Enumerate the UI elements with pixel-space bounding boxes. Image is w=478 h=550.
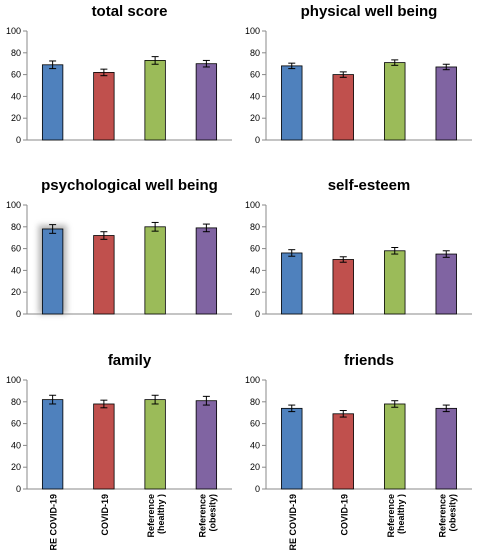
y-tick-label: 60 xyxy=(11,70,21,80)
bar xyxy=(144,226,166,315)
chart-panel-5: friends 0 20 40 60 80 100 PRE COVID-19 COVID-19 R… xyxy=(245,352,472,550)
bar xyxy=(435,66,457,141)
y-tick-label: 100 xyxy=(6,26,21,36)
y-tick-label: 60 xyxy=(11,419,21,429)
y-tick-label: 40 xyxy=(11,440,21,450)
y-tick-label: 0 xyxy=(16,309,21,319)
y-tick-label: 60 xyxy=(250,70,260,80)
category-label: PRE COVID-19 xyxy=(49,494,59,550)
category-label: Reference(obesity) xyxy=(437,494,457,538)
y-tick-label: 20 xyxy=(11,113,21,123)
bar xyxy=(435,407,457,490)
bar xyxy=(195,227,218,315)
y-tick-label: 100 xyxy=(6,375,21,385)
bar xyxy=(384,403,406,490)
chart-title: psychological well being xyxy=(41,177,218,194)
bar xyxy=(281,252,303,315)
y-tick-label: 20 xyxy=(11,287,21,297)
y-tick-label: 80 xyxy=(11,48,21,58)
y-tick-label: 60 xyxy=(250,244,260,254)
chart-title: friends xyxy=(344,352,394,369)
bar xyxy=(41,64,64,141)
y-tick-label: 0 xyxy=(16,484,21,494)
y-tick-label: 80 xyxy=(250,397,260,407)
y-tick-label: 100 xyxy=(245,26,260,36)
chart-panel-3: self-esteem 0 20 40 60 80 100 xyxy=(245,177,472,319)
bar xyxy=(332,74,354,141)
y-tick-label: 80 xyxy=(250,48,260,58)
bar xyxy=(384,250,406,315)
y-tick-label: 40 xyxy=(250,265,260,275)
chart-title: self-esteem xyxy=(328,177,411,194)
y-tick-label: 100 xyxy=(6,200,21,210)
bar xyxy=(93,72,115,141)
y-tick-label: 60 xyxy=(11,244,21,254)
bar xyxy=(332,413,354,490)
bar xyxy=(195,63,218,141)
y-tick-label: 0 xyxy=(255,309,260,319)
category-label: PRE COVID-19 xyxy=(288,494,298,550)
chart-panel-0: total score 0 20 40 60 80 100 xyxy=(6,3,232,145)
chart-title: total score xyxy=(92,3,168,20)
y-tick-label: 20 xyxy=(250,462,260,472)
y-tick-label: 0 xyxy=(255,135,260,145)
bar xyxy=(41,399,64,490)
category-label: Reference(healthy ) xyxy=(386,494,406,538)
bar xyxy=(41,228,64,315)
bar xyxy=(384,62,406,141)
y-tick-label: 20 xyxy=(250,287,260,297)
bar xyxy=(281,65,303,141)
y-tick-label: 40 xyxy=(250,91,260,101)
chart-panel-2: psychological well being 0 20 40 60 80 100 xyxy=(6,177,232,319)
y-tick-label: 40 xyxy=(250,440,260,450)
category-label: COVID-19 xyxy=(100,494,110,536)
y-tick-label: 100 xyxy=(245,375,260,385)
y-tick-label: 80 xyxy=(250,222,260,232)
y-tick-label: 80 xyxy=(11,222,21,232)
y-tick-label: 40 xyxy=(11,265,21,275)
y-tick-label: 100 xyxy=(245,200,260,210)
y-tick-label: 0 xyxy=(255,484,260,494)
chart-title: family xyxy=(108,352,152,369)
y-tick-label: 0 xyxy=(16,135,21,145)
bar xyxy=(93,403,115,490)
y-tick-label: 60 xyxy=(250,419,260,429)
y-tick-label: 20 xyxy=(11,462,21,472)
bar xyxy=(435,253,457,315)
chart-panel-1: physical well being 0 20 40 60 80 100 xyxy=(245,3,472,145)
y-tick-label: 20 xyxy=(250,113,260,123)
bar xyxy=(93,235,115,315)
bar xyxy=(144,60,166,141)
bar xyxy=(281,407,303,490)
category-label: Reference(obesity) xyxy=(197,494,217,538)
y-tick-label: 80 xyxy=(11,397,21,407)
bar xyxy=(144,399,166,490)
chart-panel-4: family 0 20 40 60 80 100 PRE COVID-19 COVID-19 Re… xyxy=(6,352,232,550)
y-tick-label: 40 xyxy=(11,91,21,101)
category-label: Reference(healthy ) xyxy=(146,494,166,538)
chart-title: physical well being xyxy=(301,3,438,20)
bar xyxy=(332,259,354,315)
bar xyxy=(195,400,218,490)
category-label: COVID-19 xyxy=(339,494,349,536)
